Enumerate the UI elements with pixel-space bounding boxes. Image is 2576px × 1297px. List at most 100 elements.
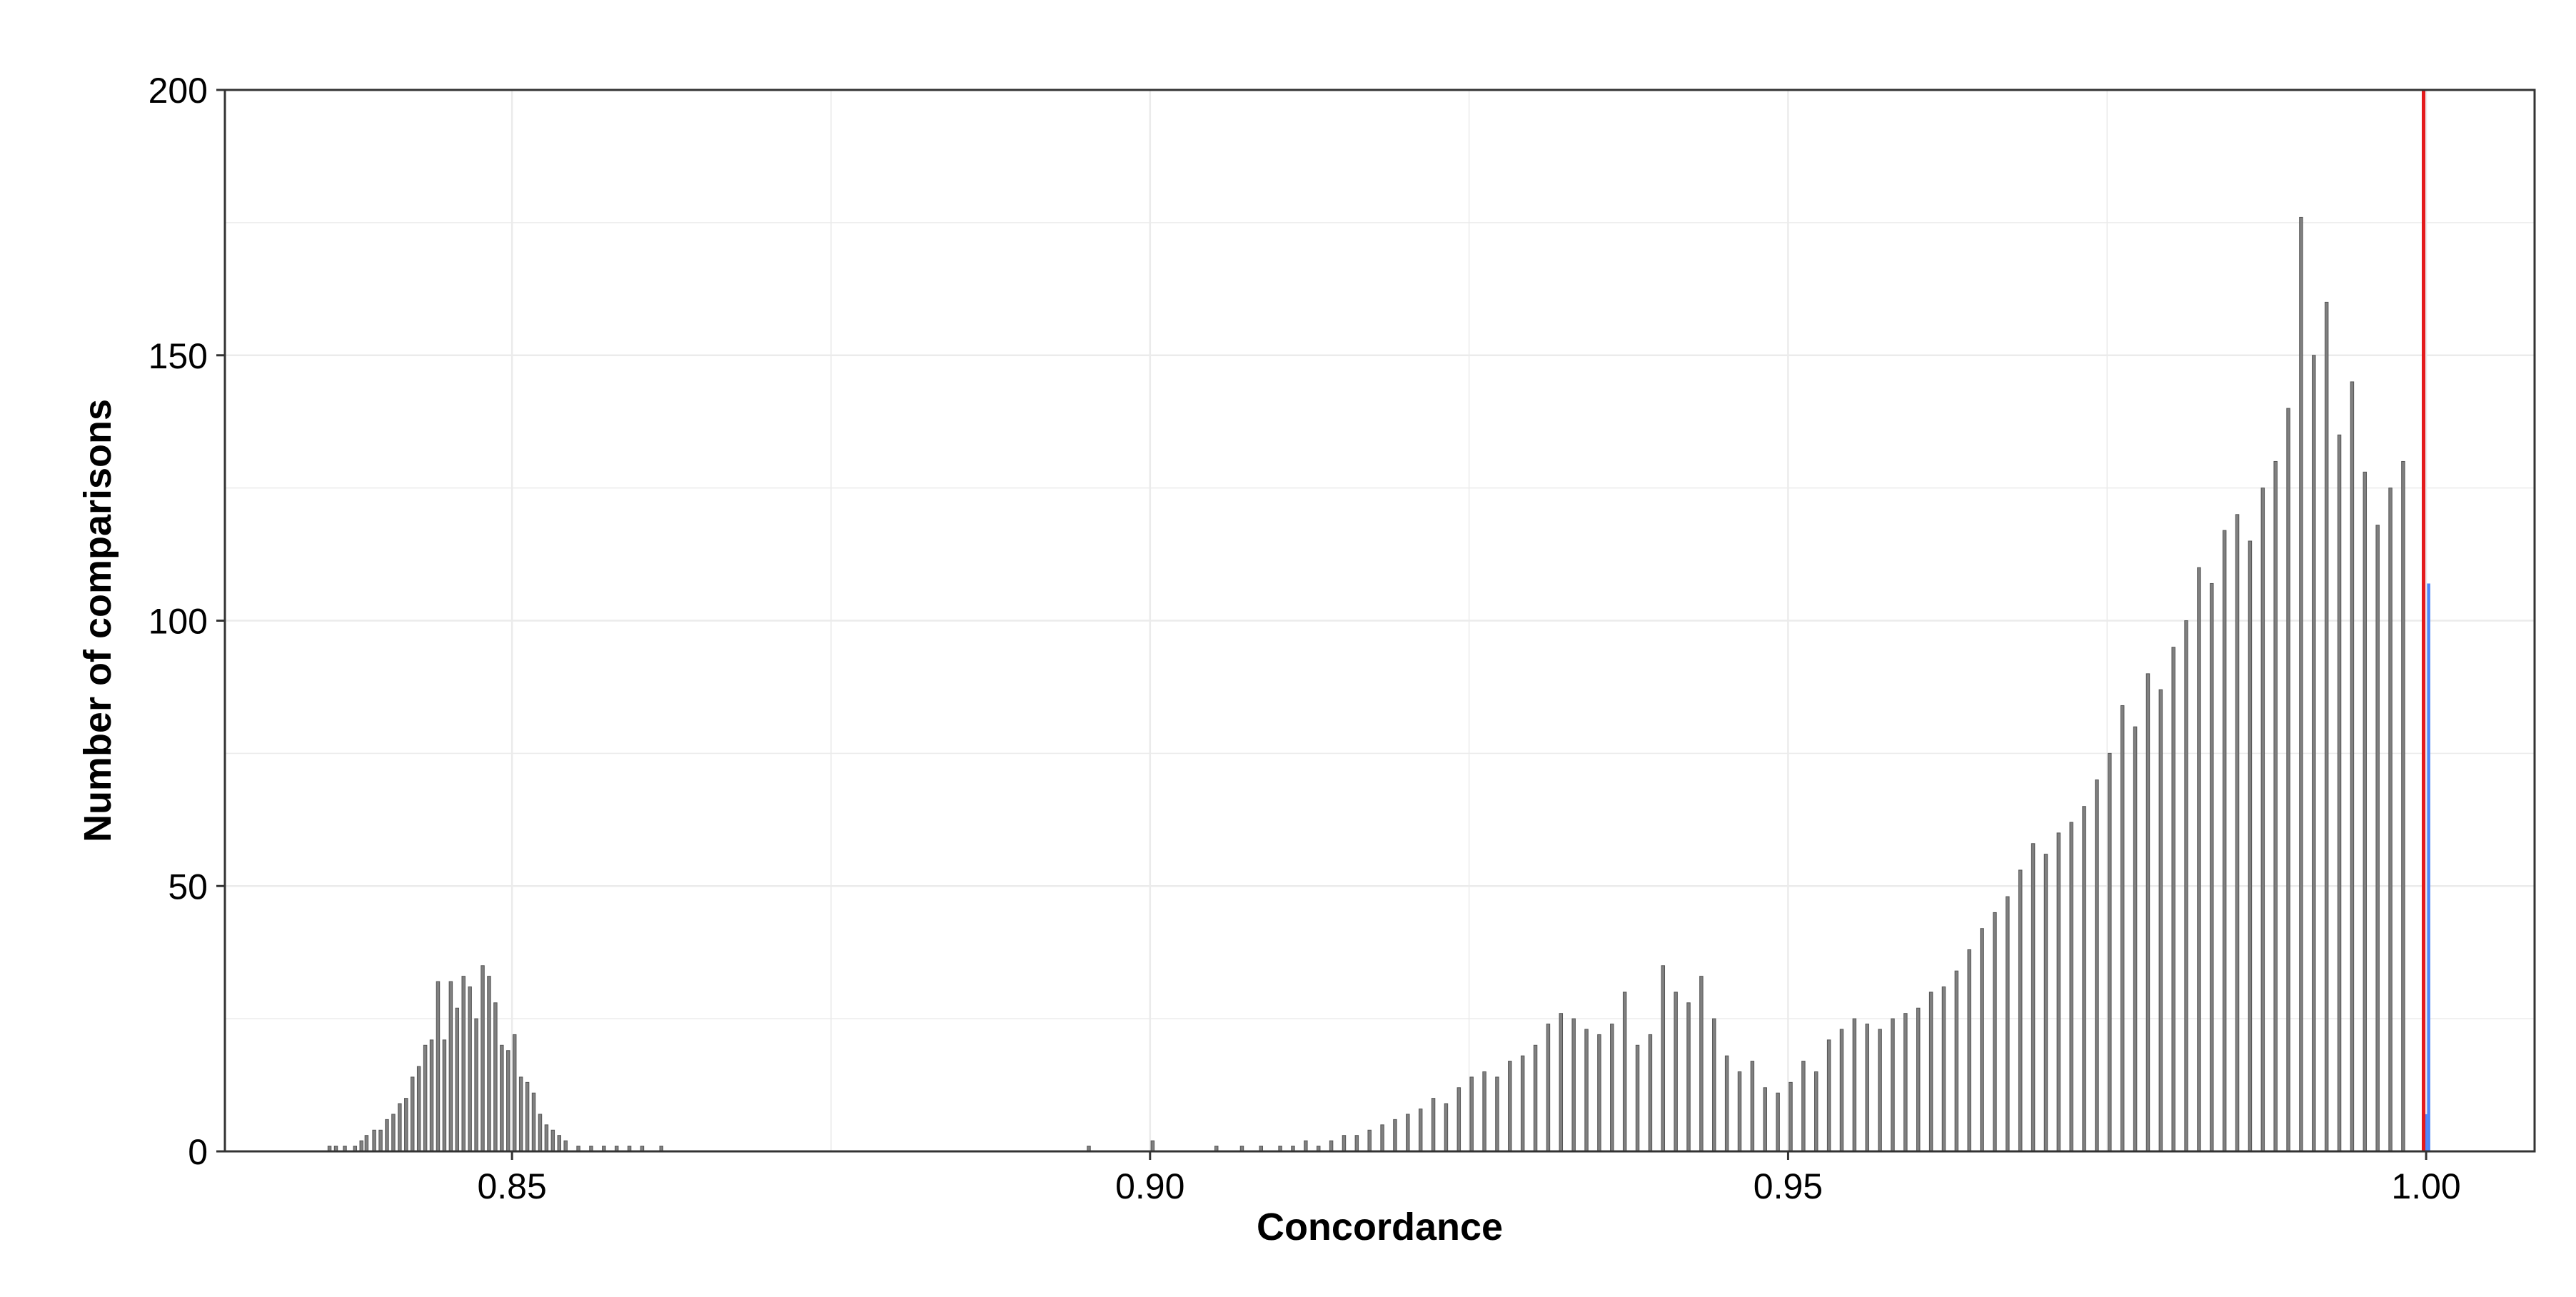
histogram-bar bbox=[1878, 1029, 1882, 1152]
histogram-bar bbox=[2158, 689, 2163, 1152]
histogram-bar bbox=[2069, 822, 2073, 1152]
histogram-bar bbox=[1546, 1024, 1551, 1152]
histogram-bar bbox=[1967, 949, 1971, 1152]
histogram-bar bbox=[391, 1114, 396, 1152]
histogram-bar bbox=[1559, 1013, 1564, 1152]
histogram-bar bbox=[1826, 1039, 1831, 1152]
histogram-bar bbox=[1431, 1098, 1436, 1152]
histogram-bar bbox=[2095, 779, 2099, 1152]
histogram-bar bbox=[364, 1135, 369, 1152]
histogram-bar bbox=[481, 965, 485, 1152]
x-axis-title: Concordance bbox=[1257, 1206, 1503, 1248]
histogram-bar bbox=[563, 1140, 568, 1152]
y-tick-label: 100 bbox=[149, 602, 208, 642]
histogram-bar bbox=[1814, 1071, 1818, 1152]
y-tick-label: 200 bbox=[149, 71, 208, 111]
histogram-bar bbox=[455, 1007, 460, 1152]
histogram-bar bbox=[1788, 1081, 1793, 1152]
x-tick-label: 0.85 bbox=[477, 1166, 546, 1206]
histogram-bar bbox=[1520, 1055, 1525, 1152]
histogram-bar bbox=[385, 1119, 389, 1152]
histogram-bar bbox=[1495, 1076, 1499, 1152]
histogram-bar bbox=[550, 1129, 555, 1152]
histogram-bar bbox=[1891, 1018, 1895, 1152]
histogram-bar bbox=[1737, 1071, 1742, 1152]
histogram-bar bbox=[506, 1050, 510, 1152]
y-tick-label: 50 bbox=[168, 867, 208, 907]
histogram-bar bbox=[487, 976, 491, 1152]
histogram-bar bbox=[2248, 540, 2253, 1152]
histogram-bar bbox=[1916, 1007, 1921, 1152]
histogram-bar bbox=[1928, 991, 1933, 1152]
histogram-bar bbox=[2363, 471, 2368, 1152]
histogram-bar bbox=[1380, 1124, 1384, 1152]
histogram-bar bbox=[493, 1002, 498, 1152]
histogram-bar bbox=[2299, 216, 2303, 1152]
y-axis-ticks: 0 50 100 150 200 bbox=[149, 71, 225, 1172]
histogram-bar bbox=[1571, 1018, 1576, 1152]
histogram-bar bbox=[2337, 434, 2342, 1152]
histogram-bar bbox=[1674, 991, 1678, 1152]
histogram-bar bbox=[500, 1044, 504, 1152]
histogram-bar bbox=[404, 1098, 408, 1152]
histogram-bar bbox=[2350, 381, 2355, 1152]
y-tick-label: 150 bbox=[149, 336, 208, 376]
histogram-bar bbox=[2273, 460, 2278, 1152]
histogram-bar bbox=[2108, 752, 2112, 1152]
x-tick-label: 0.95 bbox=[1754, 1166, 1823, 1206]
histogram-bar bbox=[512, 1034, 517, 1152]
histogram-bar bbox=[1584, 1029, 1589, 1152]
histogram-bar bbox=[2388, 488, 2393, 1152]
histogram-bar bbox=[1533, 1044, 1538, 1152]
histogram-bar bbox=[2235, 514, 2240, 1152]
histogram-bar bbox=[2120, 705, 2125, 1152]
histogram-bar bbox=[1776, 1092, 1780, 1152]
histogram-bar bbox=[1750, 1061, 1755, 1152]
histogram-bar bbox=[1635, 1044, 1640, 1152]
histogram-bar bbox=[448, 981, 453, 1152]
histogram-bar bbox=[1648, 1034, 1653, 1152]
histogram-bar bbox=[1329, 1140, 1334, 1152]
histogram-bar bbox=[474, 1018, 478, 1152]
histogram-bar bbox=[1393, 1119, 1397, 1152]
histogram-bar bbox=[531, 1092, 536, 1152]
histogram-bar bbox=[557, 1135, 562, 1152]
histogram-bar bbox=[378, 1129, 383, 1152]
histogram-bar bbox=[1686, 1002, 1691, 1152]
highlight-bar bbox=[2427, 583, 2430, 1151]
histogram-bar bbox=[2018, 869, 2023, 1152]
histogram-bar bbox=[2401, 460, 2405, 1152]
histogram-bar bbox=[1597, 1034, 1601, 1152]
histogram-bar bbox=[423, 1044, 428, 1152]
histogram-bar bbox=[1418, 1109, 1423, 1152]
histogram-bar bbox=[1661, 965, 1666, 1152]
histogram-bar bbox=[525, 1081, 530, 1152]
histogram-bar bbox=[461, 976, 466, 1152]
histogram-bar bbox=[1610, 1024, 1614, 1152]
histogram-bar bbox=[1367, 1129, 1372, 1152]
histogram-bar bbox=[468, 986, 472, 1152]
x-tick-label: 0.90 bbox=[1115, 1166, 1184, 1206]
histogram-bar bbox=[2210, 582, 2214, 1152]
histogram-bar bbox=[2286, 408, 2290, 1152]
histogram-bar bbox=[1456, 1087, 1461, 1152]
histogram-bar bbox=[1839, 1029, 1844, 1152]
histogram-bar bbox=[2260, 488, 2265, 1152]
histogram-bar bbox=[416, 1066, 421, 1152]
histogram-bar bbox=[1444, 1103, 1449, 1152]
histogram-bar bbox=[1993, 912, 1997, 1152]
histogram-bar bbox=[1801, 1061, 1806, 1152]
histogram-bar bbox=[1941, 986, 1946, 1152]
histogram-bar bbox=[2197, 567, 2201, 1152]
histogram-bar bbox=[1406, 1114, 1410, 1152]
histogram-bar bbox=[2324, 301, 2329, 1152]
histogram-bar bbox=[1903, 1013, 1908, 1152]
histogram-bar bbox=[436, 981, 441, 1152]
histogram-bar bbox=[2171, 647, 2175, 1152]
histogram-bar bbox=[410, 1076, 415, 1152]
histogram-bar bbox=[1354, 1135, 1359, 1152]
histogram-bar bbox=[1763, 1087, 1767, 1152]
histogram-bar bbox=[2056, 832, 2061, 1152]
